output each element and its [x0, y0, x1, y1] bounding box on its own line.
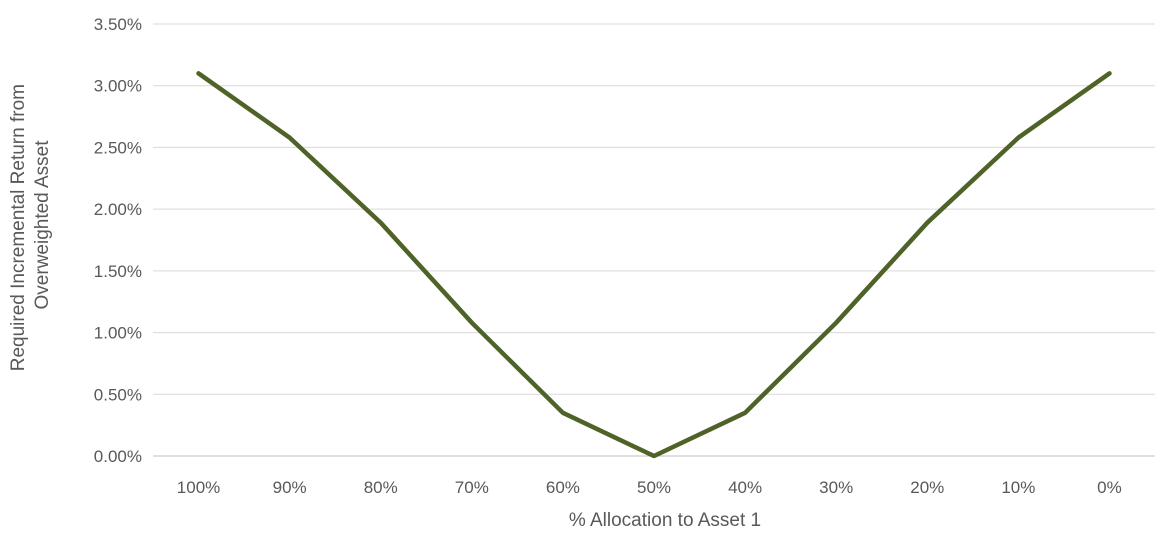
x-tick-label: 60%	[546, 478, 580, 497]
y-tick-label: 3.00%	[94, 77, 142, 96]
y-tick-label: 1.00%	[94, 324, 142, 343]
y-tick-label: 0.50%	[94, 385, 142, 404]
y-axis-title: Required Incremental Return from Overwei…	[8, 79, 53, 372]
y-tick-label: 1.50%	[94, 262, 142, 281]
x-tick-label: 100%	[177, 478, 220, 497]
y-tick-label: 3.50%	[94, 15, 142, 34]
x-tick-label: 80%	[364, 478, 398, 497]
series-line	[199, 73, 1110, 456]
x-tick-label: 0%	[1097, 478, 1122, 497]
x-tick-label: 90%	[273, 478, 307, 497]
x-tick-label: 70%	[455, 478, 489, 497]
series-lines	[198, 73, 1109, 456]
y-axis-title-line-2: Overweighted Asset	[32, 140, 53, 310]
x-tick-label: 10%	[1001, 478, 1035, 497]
x-axis-title: % Allocation to Asset 1	[569, 510, 761, 531]
y-tick-label: 2.50%	[94, 138, 142, 157]
x-tick-label: 20%	[910, 478, 944, 497]
y-tick-label: 0.00%	[94, 447, 142, 466]
y-tick-label: 2.00%	[94, 200, 142, 219]
gridlines	[153, 24, 1155, 456]
x-axis-ticks: 100% 90% 80% 70% 60% 50% 40% 30% 20% 10% 0%	[177, 478, 1122, 497]
x-tick-label: 50%	[637, 478, 671, 497]
x-tick-label: 40%	[728, 478, 762, 497]
y-axis-ticks: 0.00% 0.50% 1.00% 1.50% 2.00% 2.50% 3.00% 3.50%	[94, 15, 142, 466]
y-axis-title-line-1: Required Incremental Return from	[8, 84, 29, 371]
x-tick-label: 30%	[819, 478, 853, 497]
